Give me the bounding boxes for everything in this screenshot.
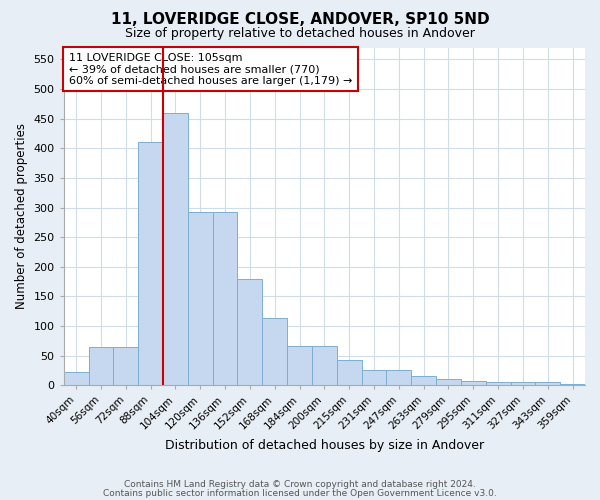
Text: Contains public sector information licensed under the Open Government Licence v3: Contains public sector information licen…	[103, 488, 497, 498]
X-axis label: Distribution of detached houses by size in Andover: Distribution of detached houses by size …	[165, 440, 484, 452]
Bar	[64, 372, 89, 386]
Bar	[511, 382, 535, 386]
Bar	[212, 212, 238, 386]
Text: 11, LOVERIDGE CLOSE, ANDOVER, SP10 5ND: 11, LOVERIDGE CLOSE, ANDOVER, SP10 5ND	[110, 12, 490, 28]
Bar	[535, 382, 560, 386]
Bar	[386, 370, 411, 386]
Bar	[89, 347, 113, 386]
Bar	[436, 380, 461, 386]
Bar	[287, 346, 312, 386]
Bar	[163, 112, 188, 386]
Bar	[312, 346, 337, 386]
Bar	[138, 142, 163, 386]
Bar	[262, 318, 287, 386]
Text: Size of property relative to detached houses in Andover: Size of property relative to detached ho…	[125, 28, 475, 40]
Bar	[560, 384, 585, 386]
Text: Contains HM Land Registry data © Crown copyright and database right 2024.: Contains HM Land Registry data © Crown c…	[124, 480, 476, 489]
Bar	[238, 278, 262, 386]
Bar	[113, 347, 138, 386]
Bar	[461, 381, 486, 386]
Y-axis label: Number of detached properties: Number of detached properties	[15, 124, 28, 310]
Bar	[411, 376, 436, 386]
Bar	[337, 360, 362, 386]
Bar	[486, 382, 511, 386]
Text: 11 LOVERIDGE CLOSE: 105sqm
← 39% of detached houses are smaller (770)
60% of sem: 11 LOVERIDGE CLOSE: 105sqm ← 39% of deta…	[69, 52, 352, 86]
Bar	[188, 212, 212, 386]
Bar	[362, 370, 386, 386]
